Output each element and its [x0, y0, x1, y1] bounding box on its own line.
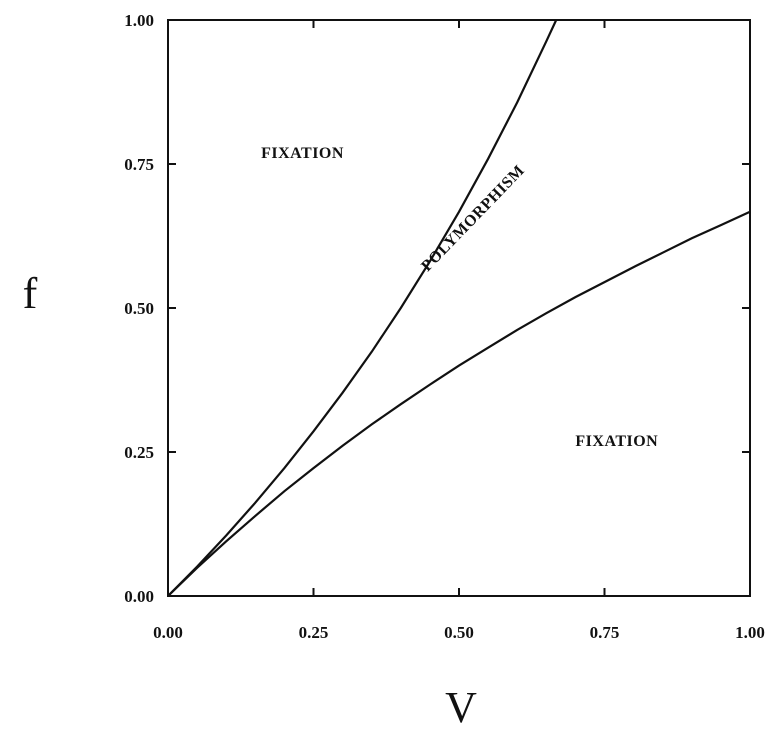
- region-label-fixation: FIXATION: [575, 433, 658, 450]
- tick-layer: 0.00 0.25 0.50 0.75 1.00 0.00 0.25 0.50 0.75 1.00: [124, 11, 765, 642]
- boundary-curve-2: [167, 210, 751, 597]
- boundary-curve-1: [167, 19, 558, 597]
- y-axis-label: f: [23, 269, 38, 318]
- annotation-layer: FIXATION POLYMORPHISM FIXATION: [261, 145, 658, 450]
- plot-frame: [167, 19, 751, 597]
- x-tick-label: 0.50: [444, 623, 474, 642]
- x-tick-label: 0.00: [153, 623, 183, 642]
- y-tick-label: 0.75: [124, 155, 154, 174]
- curve-layer: [167, 19, 751, 597]
- y-tick-label: 0.50: [124, 299, 154, 318]
- x-tick-label: 0.25: [299, 623, 329, 642]
- region-label-polymorphism: POLYMORPHISM: [418, 162, 528, 275]
- y-tick-label: 0.00: [124, 587, 154, 606]
- x-axis-label: V: [445, 683, 477, 732]
- region-label-fixation: FIXATION: [261, 145, 344, 162]
- x-tick-label: 1.00: [735, 623, 765, 642]
- y-tick-label: 0.25: [124, 443, 154, 462]
- x-tick-label: 0.75: [590, 623, 620, 642]
- y-tick-label: 1.00: [124, 11, 154, 30]
- plot-frame-layer: [167, 19, 751, 597]
